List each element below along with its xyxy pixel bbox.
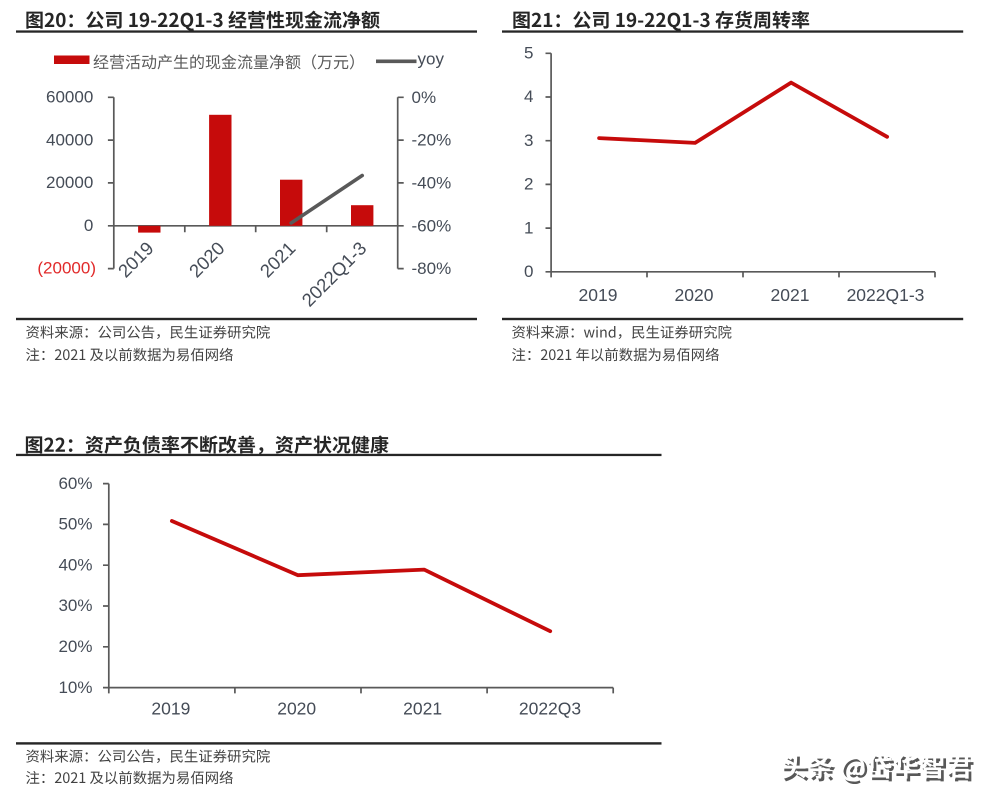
svg-text:3: 3 bbox=[524, 131, 533, 150]
svg-text:2022Q3: 2022Q3 bbox=[519, 698, 581, 718]
svg-text:2021: 2021 bbox=[771, 285, 810, 305]
svg-text:-60%: -60% bbox=[412, 216, 452, 235]
svg-text:(20000): (20000) bbox=[37, 258, 96, 277]
svg-text:2020: 2020 bbox=[675, 285, 714, 305]
svg-text:60000: 60000 bbox=[46, 88, 93, 107]
svg-text:0: 0 bbox=[524, 262, 533, 281]
svg-text:yoy: yoy bbox=[418, 50, 445, 69]
svg-text:40%: 40% bbox=[58, 555, 92, 574]
svg-text:1: 1 bbox=[524, 218, 533, 237]
svg-text:60%: 60% bbox=[58, 474, 92, 493]
svg-text:-20%: -20% bbox=[412, 131, 452, 150]
svg-text:30%: 30% bbox=[58, 596, 92, 615]
svg-text:10%: 10% bbox=[58, 678, 92, 697]
svg-text:2021: 2021 bbox=[403, 698, 442, 718]
svg-text:2: 2 bbox=[524, 175, 533, 194]
svg-text:0: 0 bbox=[84, 216, 93, 235]
svg-text:4: 4 bbox=[524, 87, 533, 106]
svg-text:20000: 20000 bbox=[46, 173, 93, 192]
svg-text:-40%: -40% bbox=[412, 174, 452, 193]
svg-text:0%: 0% bbox=[412, 88, 437, 107]
svg-text:-80%: -80% bbox=[412, 259, 452, 278]
svg-text:2019: 2019 bbox=[151, 698, 190, 718]
svg-text:5: 5 bbox=[524, 44, 533, 63]
svg-text:2019: 2019 bbox=[579, 285, 618, 305]
svg-text:50%: 50% bbox=[58, 515, 92, 534]
svg-text:2020: 2020 bbox=[277, 698, 316, 718]
svg-text:20%: 20% bbox=[58, 637, 92, 656]
svg-text:2022Q1-3: 2022Q1-3 bbox=[847, 285, 925, 305]
svg-text:40000: 40000 bbox=[46, 130, 93, 149]
